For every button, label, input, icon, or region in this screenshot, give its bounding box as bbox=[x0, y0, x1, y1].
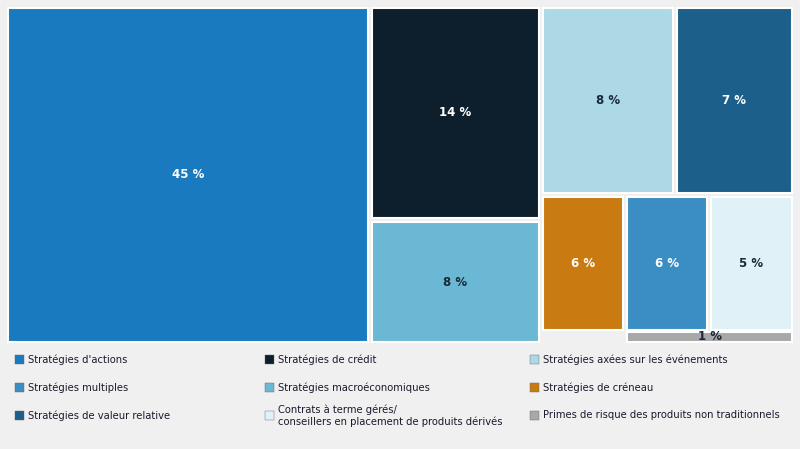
Bar bbox=[372, 222, 539, 342]
Text: 5 %: 5 % bbox=[739, 257, 763, 270]
Bar bbox=[627, 197, 707, 330]
Text: 8 %: 8 % bbox=[443, 276, 467, 289]
Text: Contrats à terme gérés/
conseillers en placement de produits dérivés: Contrats à terme gérés/ conseillers en p… bbox=[278, 404, 502, 427]
Bar bbox=[8, 8, 368, 342]
Bar bbox=[677, 8, 792, 193]
Bar bbox=[530, 383, 539, 392]
Text: 7 %: 7 % bbox=[722, 94, 746, 107]
Bar bbox=[627, 332, 792, 342]
Text: Stratégies de crédit: Stratégies de crédit bbox=[278, 354, 376, 365]
Text: Stratégies de valeur relative: Stratégies de valeur relative bbox=[28, 410, 170, 421]
Bar bbox=[15, 355, 24, 364]
Bar bbox=[372, 8, 539, 218]
Bar bbox=[265, 383, 274, 392]
Bar bbox=[711, 197, 792, 330]
Text: Stratégies de créneau: Stratégies de créneau bbox=[543, 382, 654, 393]
Bar bbox=[543, 8, 673, 193]
Text: Stratégies macroéconomiques: Stratégies macroéconomiques bbox=[278, 382, 430, 393]
Bar bbox=[15, 411, 24, 420]
Text: 14 %: 14 % bbox=[439, 106, 472, 119]
Text: Stratégies d'actions: Stratégies d'actions bbox=[28, 354, 127, 365]
Text: Stratégies axées sur les événements: Stratégies axées sur les événements bbox=[543, 354, 728, 365]
Text: 6 %: 6 % bbox=[655, 257, 679, 270]
Bar bbox=[530, 411, 539, 420]
Bar bbox=[15, 383, 24, 392]
Text: 1 %: 1 % bbox=[698, 330, 722, 343]
Text: 45 %: 45 % bbox=[172, 168, 204, 181]
Bar bbox=[265, 411, 274, 420]
Bar bbox=[530, 355, 539, 364]
Text: 8 %: 8 % bbox=[596, 94, 620, 107]
Text: Primes de risque des produits non traditionnels: Primes de risque des produits non tradit… bbox=[543, 410, 780, 421]
Bar bbox=[265, 355, 274, 364]
Text: 6 %: 6 % bbox=[571, 257, 595, 270]
Bar bbox=[543, 197, 623, 330]
Text: Stratégies multiples: Stratégies multiples bbox=[28, 382, 128, 393]
